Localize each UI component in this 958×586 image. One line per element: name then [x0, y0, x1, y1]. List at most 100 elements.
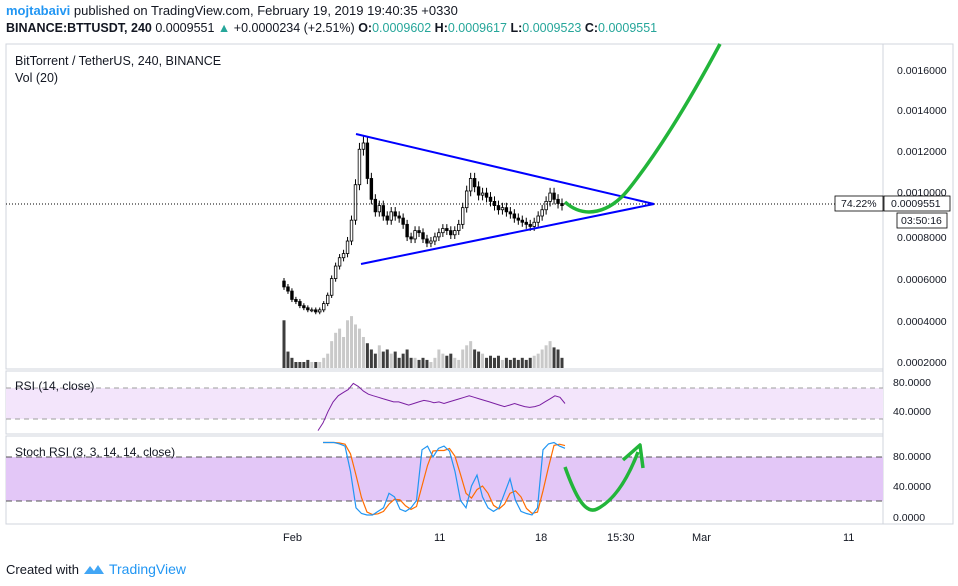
candle-body — [492, 200, 497, 206]
volume-bar — [365, 343, 369, 368]
volume-bar — [294, 362, 298, 368]
volume-bar — [485, 357, 489, 368]
candle-body — [361, 142, 366, 150]
stoch-projection-arrow[interactable] — [563, 451, 640, 512]
stoch-d-line — [323, 441, 566, 516]
stoch-k-line — [323, 441, 566, 516]
candle-body — [536, 215, 540, 223]
candle-body — [552, 192, 556, 200]
volume-bar — [481, 353, 485, 368]
candle-body — [504, 207, 509, 213]
candle-body — [480, 192, 485, 196]
volume-bar — [381, 351, 385, 368]
volume-bar — [520, 357, 524, 368]
candle-body — [353, 184, 358, 221]
close-value: 0.0009551 — [598, 21, 658, 35]
volume-bar — [457, 359, 461, 368]
volume-bar — [389, 353, 393, 368]
candle-body — [441, 228, 445, 234]
volume-bar — [500, 359, 504, 368]
candle-body — [476, 186, 481, 196]
candle-body — [540, 209, 544, 217]
volume-bar — [429, 362, 433, 368]
volume-bar — [290, 357, 294, 368]
volume-bar — [556, 349, 560, 368]
price-candles — [282, 136, 564, 315]
open-label: O: — [358, 21, 373, 35]
time-axis[interactable]: Feb 11 18 15:30 Mar 11 — [283, 532, 854, 544]
candle-body — [512, 213, 517, 219]
volume-bars — [282, 316, 564, 368]
countdown-badge — [896, 212, 948, 229]
volume-bar — [492, 357, 496, 368]
volume-bar — [441, 353, 445, 368]
open-value: 0.0009602 — [372, 21, 432, 35]
candle-body — [345, 240, 350, 254]
price-tick: 0.0006000 — [897, 274, 947, 286]
lower-trendline[interactable] — [360, 203, 655, 265]
volume-bar — [437, 349, 441, 368]
volume-bar — [548, 341, 552, 368]
volume-bar — [449, 353, 453, 368]
footer: Created with TradingView — [6, 561, 186, 577]
candle-body — [286, 286, 290, 292]
projection-curve[interactable] — [563, 43, 722, 214]
candle-body — [488, 196, 493, 202]
time-tick: 11 — [434, 532, 445, 544]
candle-body — [333, 265, 338, 279]
candle-body — [496, 205, 501, 211]
volume-bar — [524, 359, 528, 368]
time-tick: Feb — [283, 532, 302, 544]
author-link[interactable]: mojtabaivi — [6, 3, 71, 18]
volume-bar — [405, 349, 409, 368]
price-tick: 0.0002000 — [897, 357, 947, 369]
candle-body — [318, 309, 322, 313]
percent-label: 74.22% — [841, 198, 877, 210]
rsi-label: RSI (14, close) — [15, 379, 94, 393]
candle-body — [369, 178, 374, 200]
candle-body — [464, 190, 469, 209]
low-value: 0.0009523 — [522, 21, 582, 35]
main-title: BitTorrent / TetherUS, 240, BINANCE — [15, 54, 221, 68]
volume-bar — [421, 357, 425, 368]
volume-bar — [536, 353, 540, 368]
upper-trendline[interactable] — [355, 133, 655, 205]
volume-bar — [353, 324, 357, 368]
candle-body — [365, 142, 370, 179]
volume-bar — [282, 320, 286, 368]
tradingview-link[interactable]: TradingView — [108, 561, 187, 577]
candle-body — [544, 200, 548, 211]
candle-body — [381, 205, 385, 217]
candle-body — [409, 236, 413, 240]
rsi-line — [317, 382, 566, 431]
candle-body — [500, 207, 505, 211]
candle-body — [401, 217, 405, 225]
current-price-badge — [883, 195, 951, 212]
high-label: H: — [434, 21, 448, 35]
vol-label: Vol (20) — [15, 71, 58, 85]
volume-bar — [393, 351, 397, 368]
candle-body — [325, 294, 330, 304]
price-tick: 0.0004000 — [897, 316, 947, 328]
volume-bar — [326, 353, 330, 368]
main-pane[interactable] — [5, 43, 884, 370]
volume-bar — [552, 347, 556, 368]
volume-bar — [314, 362, 318, 368]
time-tick: 15:30 — [607, 532, 635, 544]
volume-bar — [433, 357, 437, 368]
stoch-tick: 80.0000 — [893, 451, 931, 463]
price-tick: 0.0014000 — [897, 105, 947, 117]
stoch-label: Stoch RSI (3, 3, 14, 14, close) — [15, 445, 175, 459]
volume-bar — [306, 359, 310, 368]
candle-body — [393, 211, 397, 217]
volume-bar — [298, 362, 302, 368]
volume-bar — [302, 362, 306, 368]
ohlc-header: BINANCE:BTTUSDT, 240 0.0009551 ▲ +0.0000… — [6, 21, 657, 35]
time-tick: 18 — [535, 532, 547, 544]
volume-bar — [469, 341, 473, 368]
candle-body — [373, 198, 378, 213]
low-label: L: — [510, 21, 523, 35]
stoch-tick: 40.0000 — [893, 481, 931, 493]
volume-bar — [461, 349, 465, 368]
